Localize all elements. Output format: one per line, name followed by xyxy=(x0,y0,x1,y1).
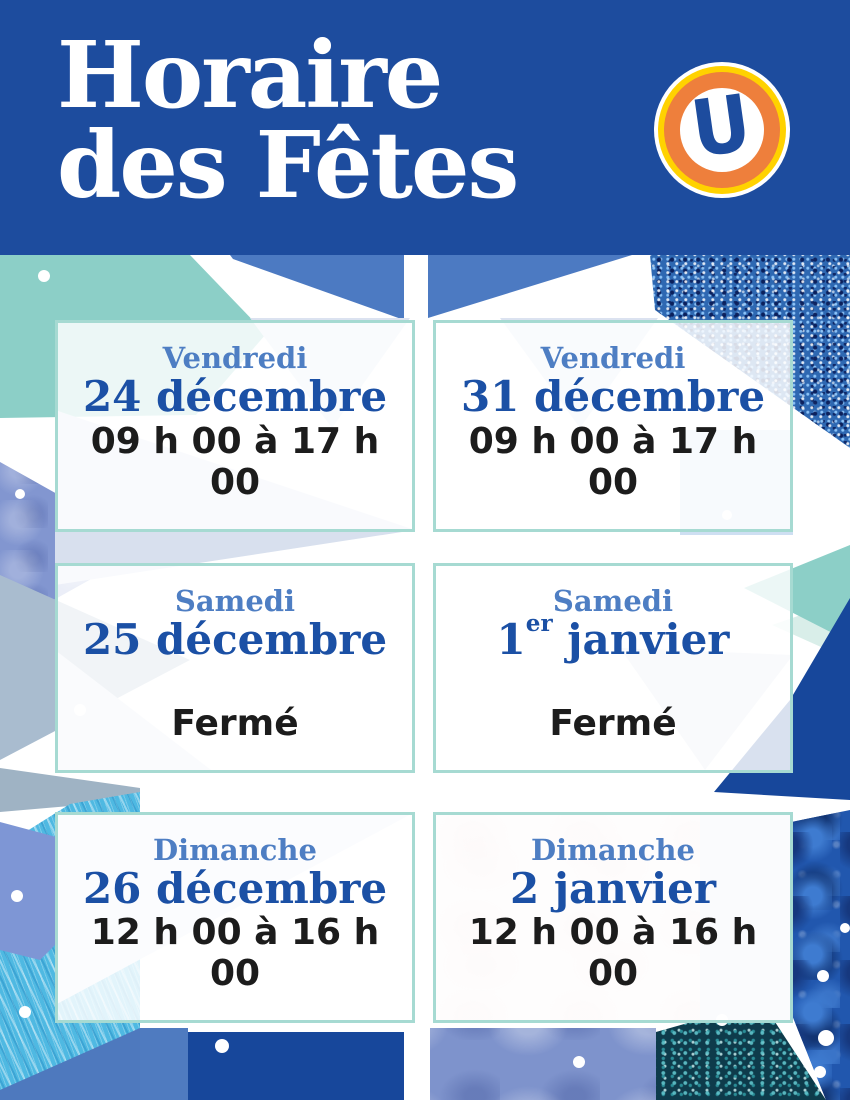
card-date-main: 1 xyxy=(496,614,526,664)
snow-dot xyxy=(19,1006,31,1018)
page-title-line2: des Fêtes xyxy=(57,111,519,220)
card-day-label: Dimanche xyxy=(153,833,317,867)
card-hours: 09 h 00 à 17 h 00 xyxy=(90,421,380,503)
snow-dot xyxy=(837,480,849,492)
schedule-card-jan1: Samedi 1er janvier Fermé xyxy=(433,563,793,773)
snow-dot xyxy=(817,970,829,982)
card-hours: Fermé xyxy=(549,703,677,744)
schedule-card-jan2: Dimanche 2 janvier 12 h 00 à 16 h 00 xyxy=(433,812,793,1023)
card-date-main: 24 décembre xyxy=(82,371,388,421)
card-day-label: Dimanche xyxy=(531,833,695,867)
card-date-main: 25 décembre xyxy=(82,614,388,664)
snow-dot xyxy=(215,1039,229,1053)
card-date-main: 2 janvier xyxy=(509,863,716,913)
card-hours: Fermé xyxy=(171,703,299,744)
schedule-card-dec25: Samedi 25 décembre Fermé xyxy=(55,563,415,773)
snow-dot xyxy=(573,1056,585,1068)
card-date-ordinal: er xyxy=(525,609,553,637)
logo-inner-disc: U xyxy=(680,78,764,176)
card-date: 26 décembre xyxy=(82,863,388,913)
snow-dot xyxy=(15,489,25,499)
snow-dot xyxy=(11,890,23,902)
snow-dot xyxy=(818,1030,834,1046)
card-date-main: 26 décembre xyxy=(82,863,388,913)
brand-logo: U xyxy=(654,62,790,198)
card-hours: 09 h 00 à 17 h 00 xyxy=(468,421,758,503)
card-date: 31 décembre xyxy=(460,371,766,421)
card-date-main: 31 décembre xyxy=(460,371,766,421)
card-hours: 12 h 00 à 16 h 00 xyxy=(90,912,380,994)
schedule-card-dec31: Vendredi 31 décembre 09 h 00 à 17 h 00 xyxy=(433,320,793,532)
card-date-tail: janvier xyxy=(552,614,730,664)
page-title: Horaire des Fêtes xyxy=(57,21,519,220)
snow-dot xyxy=(814,1066,826,1078)
snow-dot xyxy=(38,270,50,282)
card-date: 1er janvier xyxy=(496,611,730,664)
card-date: 25 décembre xyxy=(82,614,388,664)
page-title-line1: Horaire xyxy=(57,21,443,129)
card-date: 24 décembre xyxy=(82,371,388,421)
card-day-label: Vendredi xyxy=(540,341,686,375)
schedule-card-dec24: Vendredi 24 décembre 09 h 00 à 17 h 00 xyxy=(55,320,415,532)
snow-dot xyxy=(840,923,850,933)
header-banner: Horaire des Fêtes U xyxy=(0,0,850,255)
schedule-card-dec26: Dimanche 26 décembre 12 h 00 à 16 h 00 xyxy=(55,812,415,1023)
card-hours: 12 h 00 à 16 h 00 xyxy=(468,912,758,994)
card-day-label: Vendredi xyxy=(162,341,308,375)
card-day-label: Samedi xyxy=(552,584,674,618)
card-date: 2 janvier xyxy=(509,863,716,913)
card-day-label: Samedi xyxy=(174,584,296,618)
